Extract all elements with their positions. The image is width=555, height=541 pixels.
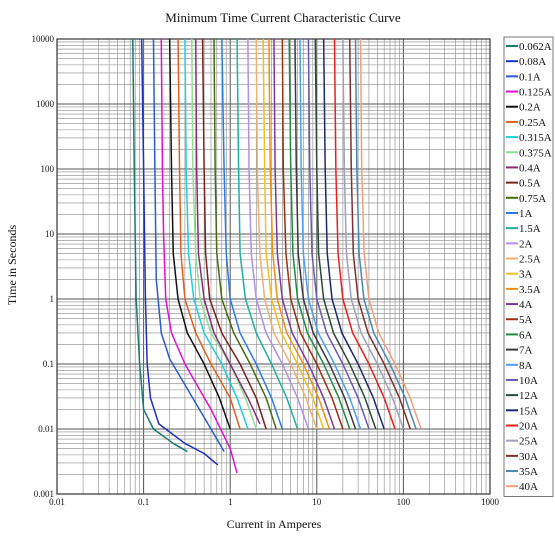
series-line-2A bbox=[247, 38, 310, 430]
chart-title: Minimum Time Current Characteristic Curv… bbox=[165, 10, 401, 25]
series-line-0.25A bbox=[177, 38, 241, 430]
x-tick-label: 10 bbox=[312, 497, 322, 507]
series-line-0.062A bbox=[132, 38, 188, 453]
y-tick-label: 1000 bbox=[36, 99, 55, 109]
axes: 0.01 0.1 1 10 100 10000.0010.010.111010010001… bbox=[32, 34, 500, 507]
legend-label: 0.315A bbox=[519, 132, 552, 144]
series-line-0.08A bbox=[140, 38, 219, 466]
legend-label: 40A bbox=[519, 481, 538, 493]
x-tick-label: 1 bbox=[228, 497, 233, 507]
y-tick-label: 100 bbox=[41, 164, 55, 174]
legend-label: 2.5A bbox=[519, 254, 541, 266]
legend-label: 30A bbox=[519, 451, 538, 463]
series-line-25A bbox=[342, 38, 405, 430]
series-line-4A bbox=[273, 38, 336, 430]
legend-label: 1.5A bbox=[519, 223, 541, 235]
y-axis-label: Time in Seconds bbox=[5, 225, 19, 306]
y-tick-label: 0.1 bbox=[43, 359, 54, 369]
legend-label: 6A bbox=[519, 329, 533, 341]
y-tick-label: 0.01 bbox=[38, 424, 54, 434]
legend: 0.062A 0.08A 0.1A 0.125A 0.2A 0.25A 0.315A 0.37… bbox=[503, 36, 554, 497]
y-tick-label: 10 bbox=[45, 229, 55, 239]
legend-label: 0.4A bbox=[519, 162, 541, 174]
series-line-0.75A bbox=[213, 38, 277, 430]
legend-box bbox=[503, 36, 554, 497]
series-line-0.2A bbox=[168, 38, 231, 430]
series-line-40A bbox=[359, 38, 422, 430]
legend-label: 0.375A bbox=[519, 147, 552, 159]
legend-label: 15A bbox=[519, 405, 538, 417]
legend-label: 0.25A bbox=[519, 117, 546, 129]
series-line-1A bbox=[221, 38, 284, 430]
series-line-35A bbox=[354, 38, 417, 430]
legend-label: 35A bbox=[519, 466, 538, 478]
x-axis-label: Current in Amperes bbox=[227, 517, 322, 531]
series-line-0.125A bbox=[160, 38, 238, 474]
series-line-0.1A bbox=[152, 38, 225, 452]
series-line-6A bbox=[288, 38, 351, 430]
legend-label: 25A bbox=[519, 436, 538, 448]
plot-frame bbox=[56, 38, 491, 495]
series-line-12A bbox=[314, 38, 377, 430]
series-line-0.4A bbox=[194, 38, 261, 425]
legend-label: 7A bbox=[519, 345, 533, 357]
series-line-3A bbox=[262, 38, 325, 430]
series-line-3.5A bbox=[268, 38, 331, 430]
legend-label: 2A bbox=[519, 238, 533, 250]
legend-label: 12A bbox=[519, 390, 538, 402]
y-tick-label: 0.001 bbox=[34, 489, 54, 499]
legend-label: 0.062A bbox=[519, 41, 552, 53]
series-line-15A bbox=[322, 38, 385, 430]
series-lines bbox=[132, 38, 422, 474]
legend-label: 0.2A bbox=[519, 102, 541, 114]
legend-label: 0.125A bbox=[519, 87, 552, 99]
y-tick-label: 1 bbox=[50, 294, 55, 304]
series-line-8A bbox=[299, 38, 362, 430]
series-line-7A bbox=[294, 38, 357, 430]
legend-label: 3A bbox=[519, 269, 533, 281]
legend-label: 20A bbox=[519, 421, 538, 433]
series-line-0.375A bbox=[191, 38, 257, 430]
y-tick-label: 10000 bbox=[32, 34, 55, 44]
legend-label: 10A bbox=[519, 375, 538, 387]
legend-label: 4A bbox=[519, 299, 533, 311]
legend-label: 1A bbox=[519, 208, 533, 220]
legend-label: 3.5A bbox=[519, 284, 541, 296]
legend-label: 5A bbox=[519, 314, 533, 326]
series-line-30A bbox=[348, 38, 411, 430]
series-line-5A bbox=[281, 38, 344, 430]
x-tick-label: 0.01 bbox=[49, 497, 65, 507]
series-line-2.5A bbox=[255, 38, 318, 430]
x-tick-label: 1000 bbox=[481, 497, 500, 507]
legend-label: 8A bbox=[519, 360, 533, 372]
legend-label: 0.75A bbox=[519, 193, 546, 205]
x-tick-label: 0.1 bbox=[138, 497, 149, 507]
legend-label: 0.08A bbox=[519, 56, 546, 68]
series-line-0.315A bbox=[184, 38, 249, 430]
legend-label: 0.1A bbox=[519, 71, 541, 83]
series-line-0.5A bbox=[201, 38, 267, 430]
series-line-20A bbox=[333, 38, 396, 430]
legend-label: 0.5A bbox=[519, 178, 541, 190]
series-line-1.5A bbox=[236, 38, 299, 430]
series-line-10A bbox=[307, 38, 370, 430]
x-tick-label: 100 bbox=[397, 497, 411, 507]
